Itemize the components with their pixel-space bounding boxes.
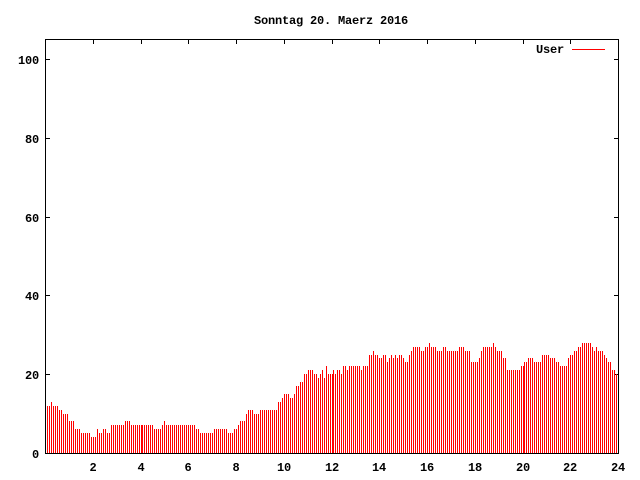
svg-text:8: 8 [232, 461, 239, 475]
svg-text:24: 24 [611, 461, 625, 475]
svg-text:60: 60 [25, 212, 39, 226]
svg-text:10: 10 [277, 461, 291, 475]
svg-text:40: 40 [25, 290, 39, 304]
svg-text:0: 0 [32, 448, 39, 462]
svg-text:6: 6 [184, 461, 191, 475]
svg-text:User: User [536, 43, 564, 57]
svg-text:16: 16 [420, 461, 434, 475]
svg-text:12: 12 [325, 461, 339, 475]
svg-text:100: 100 [18, 54, 39, 68]
svg-text:4: 4 [137, 461, 144, 475]
svg-text:2: 2 [89, 461, 96, 475]
svg-text:80: 80 [25, 133, 39, 147]
svg-text:20: 20 [25, 369, 39, 383]
svg-text:18: 18 [468, 461, 482, 475]
svg-text:22: 22 [563, 461, 577, 475]
svg-text:14: 14 [372, 461, 386, 475]
svg-text:Sonntag 20. Maerz 2016: Sonntag 20. Maerz 2016 [254, 14, 408, 28]
svg-text:20: 20 [516, 461, 530, 475]
